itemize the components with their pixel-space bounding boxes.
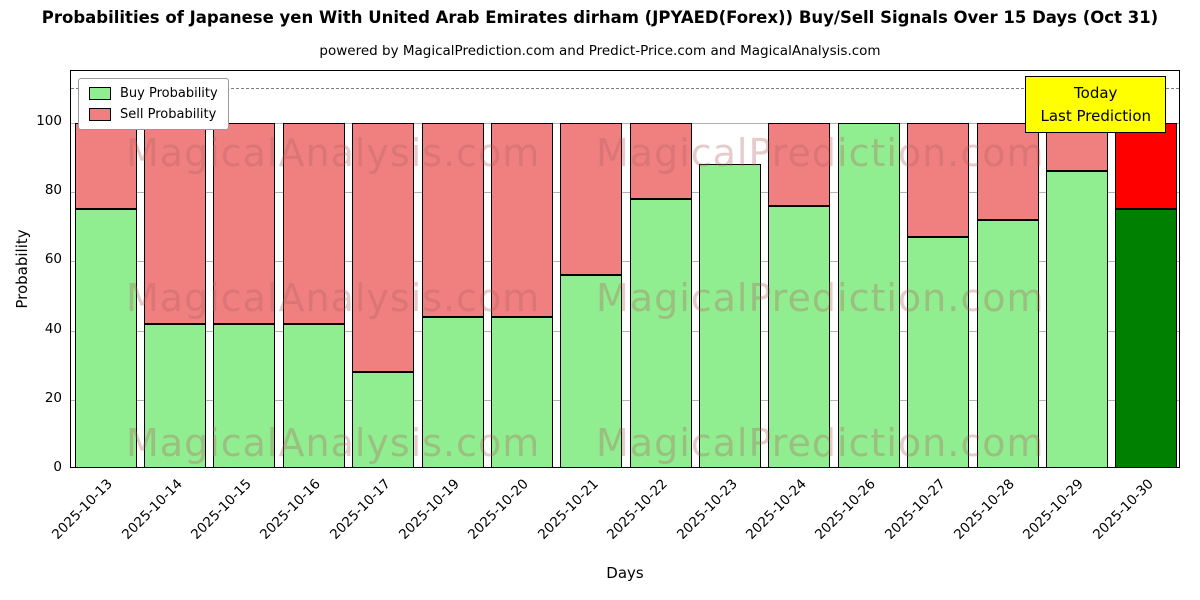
bar-sell-2025-10-15 [213,122,276,324]
bar-buy-2025-10-23 [699,164,762,467]
today-annotation-line2: Last Prediction [1040,106,1151,125]
y-tick-label: 80 [44,182,62,199]
bar-buy-2025-10-14 [144,323,207,467]
y-tick-label: 40 [44,320,62,337]
x-tick-label: 2025-10-28 [951,476,1018,543]
bar-buy-2025-10-19 [421,316,484,467]
x-tick-label: 2025-10-15 [187,476,255,543]
x-tick-label: 2025-10-17 [326,476,394,543]
bar-buy-2025-10-22 [629,199,692,467]
today-annotation-line1: Today [1074,84,1118,102]
x-tick-label: 2025-10-24 [742,476,810,543]
bar-sell-2025-10-16 [282,122,345,324]
bar-buy-2025-10-29 [1045,171,1108,467]
watermark-text: MagicalAnalysis.com [126,131,541,175]
today-annotation: Today Last Prediction [1025,76,1166,133]
bar-buy-2025-10-15 [213,323,276,467]
x-tick-label: 2025-10-20 [465,476,533,543]
watermark-text: MagicalPrediction.com [596,421,1045,465]
x-axis-label: Days [606,564,644,582]
bar-buy-2025-10-26 [837,122,900,467]
bar-sell-2025-10-14 [144,122,207,324]
bar-sell-2025-10-27 [907,122,970,238]
bar-sell-2025-10-21 [560,122,623,276]
x-tick-label: 2025-10-19 [396,476,463,543]
watermark-text: MagicalAnalysis.com [126,421,541,465]
x-tick-label: 2025-10-22 [604,476,672,543]
bar-buy-2025-10-24 [768,205,831,467]
bar-sell-2025-10-28 [976,122,1039,220]
bar-buy-2025-10-16 [282,323,345,467]
legend-buy-label: Buy Probability [120,86,218,101]
bar-sell-2025-10-17 [352,122,415,373]
threshold-line [71,88,1179,90]
x-tick-label: 2025-10-14 [118,476,186,543]
gridline [71,122,1179,124]
watermark-text: MagicalPrediction.com [596,276,1045,320]
x-tick-label: 2025-10-27 [881,476,949,543]
legend-item-buy: Buy Probability [89,86,218,101]
bar-sell-2025-10-30 [1115,122,1178,210]
y-tick-label: 60 [44,251,62,268]
bar-buy-2025-10-27 [907,237,970,467]
chart-subtitle: powered by MagicalPrediction.com and Pre… [319,43,881,59]
x-tick-label: 2025-10-29 [1020,476,1088,543]
x-tick-label: 2025-10-21 [534,476,602,543]
x-tick-label: 2025-10-23 [673,476,741,543]
gridline [71,192,1179,194]
chart-title: Probabilities of Japanese yen With Unite… [41,8,1159,27]
y-axis-label: Probability [13,229,31,309]
bar-buy-2025-10-28 [976,219,1039,467]
x-tick-label: 2025-10-26 [812,476,880,543]
plot-area: MagicalAnalysis.com MagicalPrediction.com… [70,70,1180,468]
bar-buy-2025-10-30 [1115,209,1178,467]
bar-sell-2025-10-13 [74,122,137,210]
x-tick-label: 2025-10-16 [257,476,325,543]
y-tick-label: 100 [36,112,62,129]
watermark-text: MagicalAnalysis.com [126,276,541,320]
bar-sell-2025-10-24 [768,122,831,206]
x-tick-label: 2025-10-13 [49,476,117,543]
bar-sell-2025-10-20 [490,122,553,317]
legend: Buy Probability Sell Probability [78,78,229,130]
bar-buy-2025-10-21 [560,275,623,467]
gridline [71,399,1179,401]
legend-item-sell: Sell Probability [89,107,218,122]
legend-sell-swatch [89,108,111,121]
gridline [71,261,1179,263]
watermark-text: MagicalPrediction.com [596,131,1045,175]
legend-sell-label: Sell Probability [120,107,217,122]
bar-buy-2025-10-17 [352,372,415,467]
bar-sell-2025-10-22 [629,122,692,200]
y-tick-label: 0 [53,459,62,475]
bar-buy-2025-10-20 [490,316,553,467]
x-tick-label: 2025-10-30 [1089,476,1157,543]
gridline [71,330,1179,332]
y-tick-label: 20 [44,389,62,406]
bar-sell-2025-10-19 [421,122,484,317]
bar-buy-2025-10-13 [74,209,137,467]
legend-buy-swatch [89,87,111,100]
